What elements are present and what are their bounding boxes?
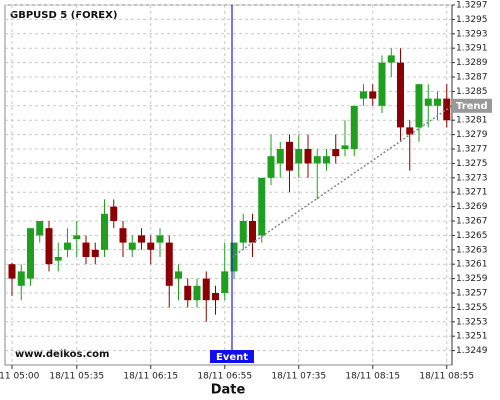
y-tick-label: 1.3291 <box>456 44 488 54</box>
candle-body <box>286 141 293 171</box>
candle-body <box>45 228 53 265</box>
candle-body <box>101 213 108 250</box>
candle-body <box>212 293 219 301</box>
candle-body <box>424 98 432 106</box>
y-tick-label: 1.3275 <box>456 159 488 169</box>
y-tick-label: 1.3289 <box>456 58 488 68</box>
candle-body <box>64 242 71 250</box>
event-label-box <box>210 350 254 363</box>
candle-body <box>165 242 173 286</box>
candle-body <box>8 264 16 279</box>
y-tick-label: 1.3267 <box>456 217 488 227</box>
y-tick-label: 1.3279 <box>456 130 488 140</box>
candle-body <box>119 228 127 243</box>
candle-body <box>323 156 330 164</box>
trend-line <box>231 105 453 258</box>
y-tick-label: 1.3271 <box>456 188 488 198</box>
trend-label-box <box>452 98 492 113</box>
candle-body <box>360 91 367 99</box>
candle-body <box>313 156 321 164</box>
y-tick-label: 1.3287 <box>456 73 488 83</box>
candle-body <box>397 62 404 128</box>
candle-body <box>184 285 192 301</box>
candle-body <box>406 127 414 135</box>
candle-body <box>276 149 284 164</box>
candle-body <box>258 177 266 236</box>
x-tick-label: 18/11 08:15 <box>345 372 400 382</box>
candle-body <box>73 235 81 239</box>
trend-label: Trend <box>456 101 488 112</box>
candle-body <box>17 271 25 286</box>
candle-body <box>175 271 182 279</box>
candle-body <box>27 228 34 279</box>
candle-body <box>341 145 349 149</box>
chart-title: GBPUSD 5 (FOREX) <box>10 10 117 21</box>
event-label: Event <box>216 352 248 363</box>
y-tick-label: 1.3297 <box>456 1 488 11</box>
x-tick-label: 18/11 06:15 <box>123 372 178 382</box>
candle-body <box>295 149 303 164</box>
y-tick-label: 1.3257 <box>456 289 488 299</box>
x-tick-label: 18/11 05:35 <box>49 372 104 382</box>
y-tick-label: 1.3273 <box>456 173 488 183</box>
watermark: www.delkos.com <box>15 349 109 360</box>
candle-body <box>369 91 377 99</box>
candle-body <box>91 249 99 257</box>
x-tick-label: 18/11 08:55 <box>419 372 474 382</box>
candle-body <box>54 257 62 261</box>
candle-body <box>156 235 164 243</box>
x-tick-label: 18/11 07:35 <box>271 372 326 382</box>
candle-body <box>434 98 441 106</box>
candle-body <box>82 242 90 257</box>
y-tick-label: 1.3263 <box>456 245 488 255</box>
candle-body <box>387 55 395 63</box>
candle-body <box>249 221 256 243</box>
candle-body <box>332 149 340 157</box>
candle-body <box>138 235 145 243</box>
candle-body <box>304 149 312 164</box>
candle-body <box>36 221 44 236</box>
y-tick-label: 1.3285 <box>456 87 488 97</box>
y-tick-label: 1.3293 <box>456 29 488 39</box>
y-tick-label: 1.3259 <box>456 274 488 284</box>
y-tick-label: 1.3251 <box>456 332 488 342</box>
candle-body <box>221 271 229 293</box>
x-tick-label: 18/11 06:55 <box>197 372 252 382</box>
y-tick-label: 1.3277 <box>456 145 488 155</box>
y-tick-label: 1.3261 <box>456 260 488 270</box>
candle-body <box>147 242 155 250</box>
candle-body <box>239 221 247 243</box>
candle-body <box>110 206 118 221</box>
y-tick-label: 1.3253 <box>456 317 488 327</box>
candle-body <box>415 84 423 128</box>
candle-body <box>230 242 238 272</box>
x-tick-label: 18/11 05:00 <box>0 372 40 382</box>
y-tick-label: 1.3249 <box>456 346 488 356</box>
y-tick-label: 1.3265 <box>456 231 488 241</box>
candle-body <box>350 105 358 149</box>
candle-body <box>267 156 275 178</box>
candle-body <box>193 285 201 301</box>
y-tick-label: 1.3281 <box>456 116 488 126</box>
candle-body <box>378 62 386 106</box>
candle-body <box>202 278 210 301</box>
x-axis-label: Date <box>211 383 246 398</box>
candle-body <box>128 242 136 250</box>
y-tick-label: 1.3295 <box>456 15 488 25</box>
plot-area <box>4 4 453 366</box>
y-tick-label: 1.3269 <box>456 202 488 212</box>
y-tick-label: 1.3255 <box>456 303 488 313</box>
